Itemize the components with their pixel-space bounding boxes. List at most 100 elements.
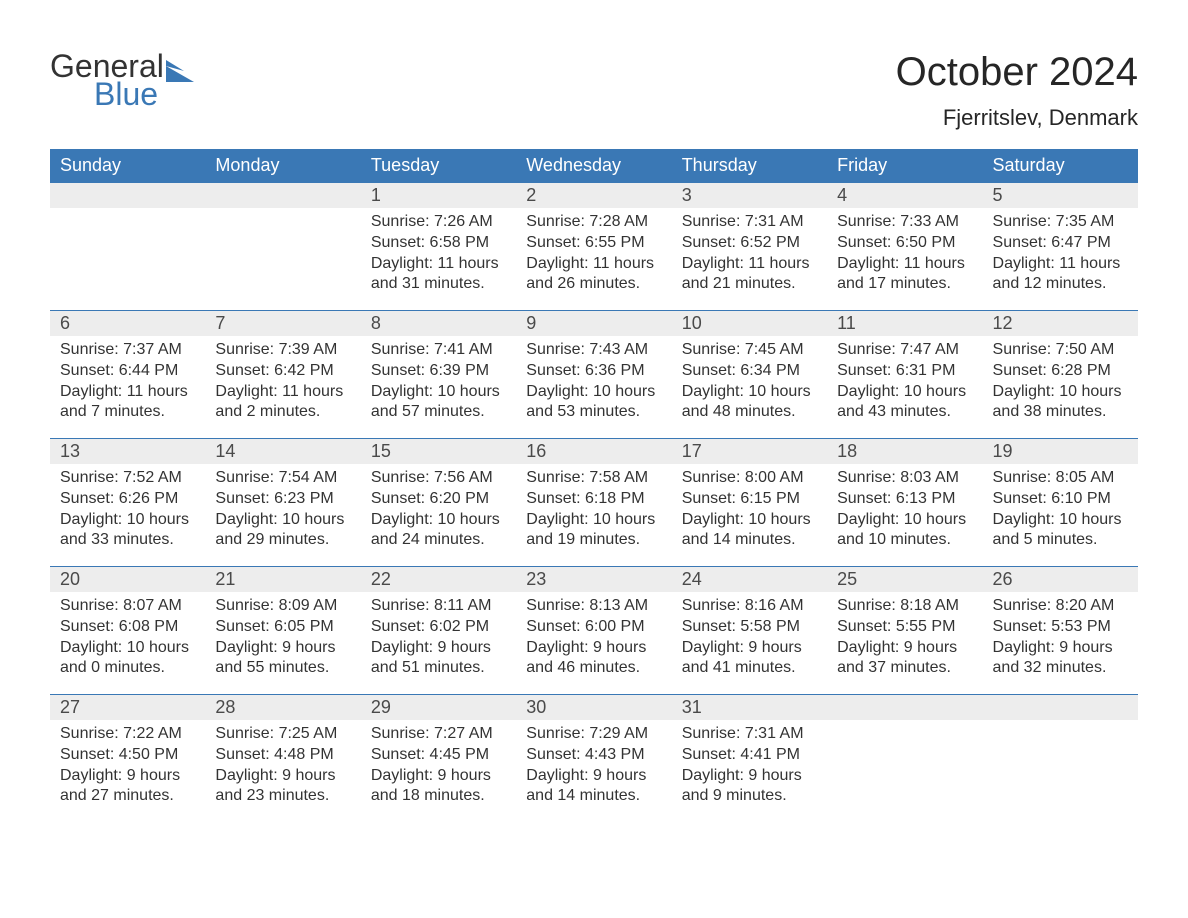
sunrise-line: Sunrise: 7:58 AM — [526, 468, 661, 489]
day-number: 30 — [516, 694, 671, 720]
calendar-day-cell: 12Sunrise: 7:50 AMSunset: 6:28 PMDayligh… — [983, 310, 1138, 438]
calendar-day-cell: 24Sunrise: 8:16 AMSunset: 5:58 PMDayligh… — [672, 566, 827, 694]
day-header: Sunday — [50, 149, 205, 182]
day-details: Sunrise: 7:41 AMSunset: 6:39 PMDaylight:… — [361, 336, 516, 431]
daylight-line: Daylight: 10 hours and 10 minutes. — [837, 510, 972, 552]
sunrise-line: Sunrise: 7:27 AM — [371, 724, 506, 745]
sunset-line: Sunset: 4:41 PM — [682, 745, 817, 766]
calendar-day-cell — [50, 182, 205, 310]
sunset-line: Sunset: 6:58 PM — [371, 233, 506, 254]
sunset-line: Sunset: 4:43 PM — [526, 745, 661, 766]
page-header: General Blue October 2024 Fjerritslev, D… — [50, 50, 1138, 131]
sunrise-line: Sunrise: 7:31 AM — [682, 212, 817, 233]
calendar-day-cell: 23Sunrise: 8:13 AMSunset: 6:00 PMDayligh… — [516, 566, 671, 694]
sunset-line: Sunset: 6:44 PM — [60, 361, 195, 382]
calendar-body: 1Sunrise: 7:26 AMSunset: 6:58 PMDaylight… — [50, 182, 1138, 822]
sunrise-line: Sunrise: 7:33 AM — [837, 212, 972, 233]
day-details: Sunrise: 7:31 AMSunset: 6:52 PMDaylight:… — [672, 208, 827, 303]
day-details: Sunrise: 8:09 AMSunset: 6:05 PMDaylight:… — [205, 592, 360, 687]
calendar-day-cell: 8Sunrise: 7:41 AMSunset: 6:39 PMDaylight… — [361, 310, 516, 438]
sunrise-line: Sunrise: 8:05 AM — [993, 468, 1128, 489]
calendar-day-cell: 5Sunrise: 7:35 AMSunset: 6:47 PMDaylight… — [983, 182, 1138, 310]
daylight-line: Daylight: 11 hours and 26 minutes. — [526, 254, 661, 296]
day-number: 23 — [516, 566, 671, 592]
day-number-empty — [50, 182, 205, 208]
sunrise-line: Sunrise: 7:43 AM — [526, 340, 661, 361]
sunset-line: Sunset: 6:39 PM — [371, 361, 506, 382]
sunrise-line: Sunrise: 7:45 AM — [682, 340, 817, 361]
calendar-day-cell: 16Sunrise: 7:58 AMSunset: 6:18 PMDayligh… — [516, 438, 671, 566]
daylight-line: Daylight: 9 hours and 14 minutes. — [526, 766, 661, 808]
sunset-line: Sunset: 6:31 PM — [837, 361, 972, 382]
day-details: Sunrise: 8:07 AMSunset: 6:08 PMDaylight:… — [50, 592, 205, 687]
daylight-line: Daylight: 10 hours and 5 minutes. — [993, 510, 1128, 552]
calendar-day-cell: 27Sunrise: 7:22 AMSunset: 4:50 PMDayligh… — [50, 694, 205, 822]
day-details: Sunrise: 7:56 AMSunset: 6:20 PMDaylight:… — [361, 464, 516, 559]
calendar-day-cell: 14Sunrise: 7:54 AMSunset: 6:23 PMDayligh… — [205, 438, 360, 566]
sunset-line: Sunset: 5:55 PM — [837, 617, 972, 638]
calendar-day-cell: 9Sunrise: 7:43 AMSunset: 6:36 PMDaylight… — [516, 310, 671, 438]
sunrise-line: Sunrise: 8:20 AM — [993, 596, 1128, 617]
day-number: 14 — [205, 438, 360, 464]
calendar-day-cell: 20Sunrise: 8:07 AMSunset: 6:08 PMDayligh… — [50, 566, 205, 694]
daylight-line: Daylight: 11 hours and 12 minutes. — [993, 254, 1128, 296]
day-header: Wednesday — [516, 149, 671, 182]
sunrise-line: Sunrise: 7:52 AM — [60, 468, 195, 489]
calendar-day-cell: 3Sunrise: 7:31 AMSunset: 6:52 PMDaylight… — [672, 182, 827, 310]
daylight-line: Daylight: 10 hours and 48 minutes. — [682, 382, 817, 424]
calendar-day-cell: 30Sunrise: 7:29 AMSunset: 4:43 PMDayligh… — [516, 694, 671, 822]
sunrise-line: Sunrise: 8:00 AM — [682, 468, 817, 489]
sunrise-line: Sunrise: 7:50 AM — [993, 340, 1128, 361]
sunrise-line: Sunrise: 7:41 AM — [371, 340, 506, 361]
sunset-line: Sunset: 6:05 PM — [215, 617, 350, 638]
calendar-day-cell: 4Sunrise: 7:33 AMSunset: 6:50 PMDaylight… — [827, 182, 982, 310]
day-number: 24 — [672, 566, 827, 592]
sunrise-line: Sunrise: 7:22 AM — [60, 724, 195, 745]
day-details: Sunrise: 7:58 AMSunset: 6:18 PMDaylight:… — [516, 464, 671, 559]
sunset-line: Sunset: 6:34 PM — [682, 361, 817, 382]
calendar-day-cell: 11Sunrise: 7:47 AMSunset: 6:31 PMDayligh… — [827, 310, 982, 438]
sunrise-line: Sunrise: 8:07 AM — [60, 596, 195, 617]
sunrise-line: Sunrise: 7:56 AM — [371, 468, 506, 489]
calendar-day-cell: 19Sunrise: 8:05 AMSunset: 6:10 PMDayligh… — [983, 438, 1138, 566]
day-number: 9 — [516, 310, 671, 336]
calendar-day-cell: 21Sunrise: 8:09 AMSunset: 6:05 PMDayligh… — [205, 566, 360, 694]
daylight-line: Daylight: 11 hours and 21 minutes. — [682, 254, 817, 296]
calendar-day-cell: 2Sunrise: 7:28 AMSunset: 6:55 PMDaylight… — [516, 182, 671, 310]
day-number: 25 — [827, 566, 982, 592]
brand-logo: General Blue — [50, 50, 196, 110]
calendar-week-row: 6Sunrise: 7:37 AMSunset: 6:44 PMDaylight… — [50, 310, 1138, 438]
sunset-line: Sunset: 6:23 PM — [215, 489, 350, 510]
day-number: 18 — [827, 438, 982, 464]
daylight-line: Daylight: 9 hours and 51 minutes. — [371, 638, 506, 680]
calendar-day-cell — [827, 694, 982, 822]
calendar-day-cell — [205, 182, 360, 310]
day-number: 15 — [361, 438, 516, 464]
day-details: Sunrise: 8:00 AMSunset: 6:15 PMDaylight:… — [672, 464, 827, 559]
calendar-week-row: 13Sunrise: 7:52 AMSunset: 6:26 PMDayligh… — [50, 438, 1138, 566]
sunrise-line: Sunrise: 7:31 AM — [682, 724, 817, 745]
sunset-line: Sunset: 4:45 PM — [371, 745, 506, 766]
sunrise-calendar: SundayMondayTuesdayWednesdayThursdayFrid… — [50, 149, 1138, 822]
day-number: 7 — [205, 310, 360, 336]
sunset-line: Sunset: 4:50 PM — [60, 745, 195, 766]
daylight-line: Daylight: 10 hours and 57 minutes. — [371, 382, 506, 424]
sunrise-line: Sunrise: 8:03 AM — [837, 468, 972, 489]
sunrise-line: Sunrise: 7:39 AM — [215, 340, 350, 361]
day-details: Sunrise: 8:16 AMSunset: 5:58 PMDaylight:… — [672, 592, 827, 687]
day-number: 26 — [983, 566, 1138, 592]
day-number: 6 — [50, 310, 205, 336]
calendar-day-cell: 31Sunrise: 7:31 AMSunset: 4:41 PMDayligh… — [672, 694, 827, 822]
sunrise-line: Sunrise: 7:35 AM — [993, 212, 1128, 233]
sunset-line: Sunset: 6:20 PM — [371, 489, 506, 510]
sunrise-line: Sunrise: 8:18 AM — [837, 596, 972, 617]
sunrise-line: Sunrise: 8:11 AM — [371, 596, 506, 617]
daylight-line: Daylight: 10 hours and 33 minutes. — [60, 510, 195, 552]
day-header: Saturday — [983, 149, 1138, 182]
day-header: Monday — [205, 149, 360, 182]
day-number: 19 — [983, 438, 1138, 464]
sunset-line: Sunset: 6:36 PM — [526, 361, 661, 382]
day-details: Sunrise: 8:03 AMSunset: 6:13 PMDaylight:… — [827, 464, 982, 559]
sunset-line: Sunset: 6:52 PM — [682, 233, 817, 254]
sunset-line: Sunset: 6:28 PM — [993, 361, 1128, 382]
